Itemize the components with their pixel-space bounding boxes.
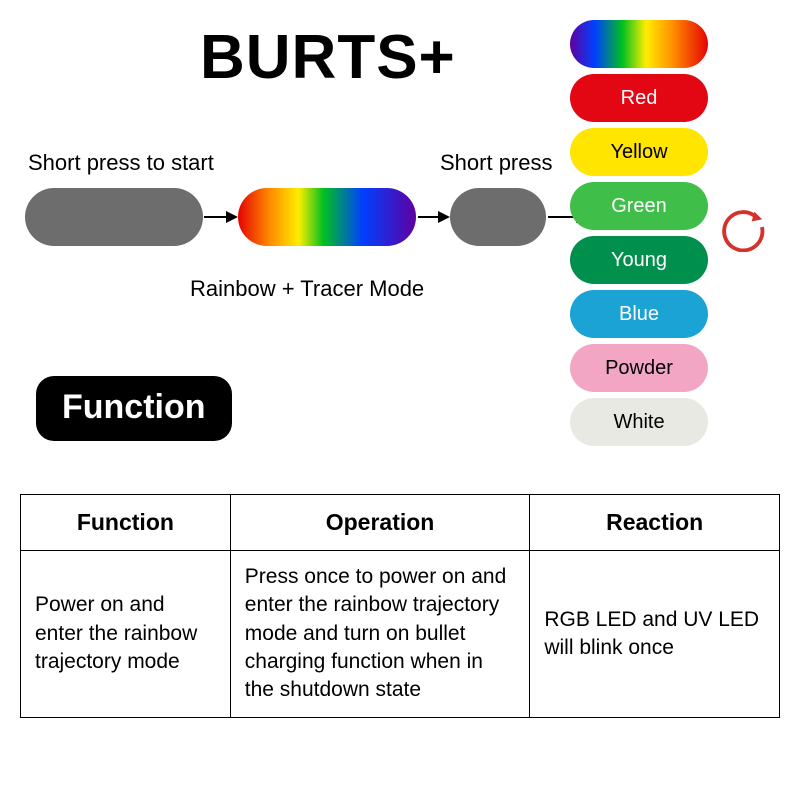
flow-pill-grey: [450, 188, 546, 246]
arrow-icon: [418, 216, 448, 218]
color-mode-stack: Red Yellow Green Young Blue Powder White: [570, 20, 708, 452]
function-table: Function Operation Reaction Power on and…: [20, 494, 780, 718]
table-cell: Press once to power on and enter the rai…: [230, 551, 530, 718]
color-mode-pill: Blue: [570, 290, 708, 338]
flow-shortpress-label: Short press: [440, 150, 553, 176]
flow-start-label: Short press to start: [28, 150, 214, 176]
page-title: BURTS+: [200, 22, 456, 93]
flow-pill-off: [25, 188, 203, 246]
table-header: Function: [21, 495, 231, 551]
flow-pill-rainbow: [238, 188, 416, 246]
arrow-icon: [204, 216, 236, 218]
color-mode-pill: [570, 20, 708, 68]
table-cell: Power on and enter the rainbow trajector…: [21, 551, 231, 718]
table-header: Reaction: [530, 495, 780, 551]
cycle-icon: [720, 206, 766, 252]
table-header: Operation: [230, 495, 530, 551]
color-mode-pill: Young: [570, 236, 708, 284]
table-header-row: Function Operation Reaction: [21, 495, 780, 551]
color-mode-pill: Green: [570, 182, 708, 230]
table-cell: RGB LED and UV LED will blink once: [530, 551, 780, 718]
color-mode-pill: Powder: [570, 344, 708, 392]
flow-caption: Rainbow + Tracer Mode: [190, 276, 424, 302]
table-row: Power on and enter the rainbow trajector…: [21, 551, 780, 718]
color-mode-pill: White: [570, 398, 708, 446]
color-mode-pill: Red: [570, 74, 708, 122]
color-mode-pill: Yellow: [570, 128, 708, 176]
function-badge: Function: [36, 376, 232, 441]
